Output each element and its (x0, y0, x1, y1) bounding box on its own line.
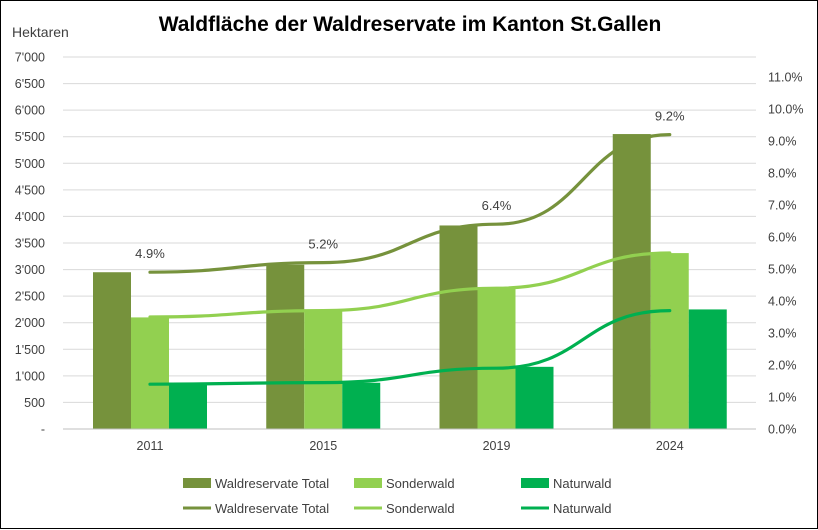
legend-line-label: Naturwald (553, 501, 612, 516)
legend-line-label: Waldreservate Total (215, 501, 329, 516)
y2-tick-label: 11.0% (768, 71, 803, 85)
lines (148, 133, 672, 386)
y2-tick-label: 7.0% (768, 199, 797, 213)
right-axis-ticks: 0.0% 1.0% 2.0% 3.0% 4.0% 5.0% 6.0% 7.0% 8.0% 9.0%… (768, 71, 803, 437)
x-tick-label: 2019 (483, 439, 511, 453)
x-tick-label: 2024 (656, 439, 684, 453)
bar-naturwald-2011 (169, 383, 207, 429)
y2-tick-label: 2.0% (768, 359, 797, 373)
y-tick-label: 1'000 (15, 369, 45, 383)
line-waldreservate-total (148, 133, 672, 274)
y2-tick-label: 3.0% (768, 327, 797, 341)
bar-sonderwald-2019 (477, 287, 516, 429)
data-labels: 4.9% 5.2% 6.4% 9.2% (135, 109, 685, 262)
y-tick-label: 4'500 (15, 183, 45, 197)
bar-waldreservate-total-2011 (93, 272, 131, 429)
y-tick-label: 1'500 (15, 343, 45, 357)
bar-naturwald-2015 (342, 382, 381, 429)
y-tick-label: 5'000 (15, 157, 45, 171)
legend-bar-label: Sonderwald (386, 476, 455, 491)
line-sonderwald (148, 251, 672, 319)
line-naturwald (148, 309, 672, 386)
bars (93, 134, 727, 430)
y-tick-label: 500 (24, 396, 45, 410)
bar-waldreservate-total-2019 (439, 225, 478, 429)
gridlines (63, 56, 756, 403)
y2-tick-label: 6.0% (768, 231, 797, 245)
y2-tick-label: 4.0% (768, 295, 797, 309)
y2-tick-label: 1.0% (768, 391, 797, 405)
chart-title: Waldfläche der Waldreservate im Kanton S… (159, 13, 662, 36)
legend-line-label: Sonderwald (386, 501, 455, 516)
data-label: 5.2% (308, 237, 338, 252)
bar-naturwald-2024 (688, 309, 727, 429)
bar-waldreservate-total-2024 (612, 134, 651, 430)
data-label: 9.2% (655, 109, 685, 124)
legend-bar-label: Waldreservate Total (215, 476, 329, 491)
y2-tick-label: 8.0% (768, 167, 797, 181)
y-tick-label: 5'500 (15, 130, 45, 144)
data-label: 6.4% (482, 198, 512, 213)
y-tick-label: 4'000 (15, 210, 45, 224)
y2-tick-label: 0.0% (768, 423, 797, 437)
bar-sonderwald-2015 (304, 309, 343, 429)
legend-bar-swatch (183, 478, 211, 488)
bar-sonderwald-2011 (131, 317, 169, 429)
data-label: 4.9% (135, 246, 165, 261)
y-tick-label: 2'500 (15, 290, 45, 304)
legend: Waldreservate Total Sonderwald Naturwald Wa… (183, 476, 612, 516)
y-tick-label: 6'500 (15, 77, 45, 91)
legend-bar-swatch (521, 478, 549, 488)
bar-naturwald-2019 (515, 366, 554, 429)
legend-bar-label: Naturwald (553, 476, 612, 491)
y2-tick-label: 9.0% (768, 135, 797, 149)
bar-waldreservate-total-2015 (266, 264, 305, 429)
x-axis-ticks: 2011 2015 2019 2024 (137, 439, 684, 453)
y2-tick-label: 10.0% (768, 103, 803, 117)
y-tick-label: 3'000 (15, 263, 45, 277)
y-tick-label: 3'500 (15, 237, 45, 251)
y-tick-label: 2'000 (15, 316, 45, 330)
x-tick-label: 2011 (137, 439, 164, 453)
legend-bar-swatch (354, 478, 382, 488)
y-tick-label: 7'000 (15, 51, 45, 65)
y2-tick-label: 5.0% (768, 263, 797, 277)
y-axis-label: Hektaren (12, 24, 69, 40)
bar-sonderwald-2024 (650, 253, 689, 429)
y-tick-label: 6'000 (15, 104, 45, 118)
y-tick-label: - (41, 423, 45, 437)
left-axis-ticks: - 500 1'000 1'500 2'000 2'500 3'000 3'500 4'000 4… (15, 51, 45, 437)
x-tick-label: 2015 (309, 439, 337, 453)
